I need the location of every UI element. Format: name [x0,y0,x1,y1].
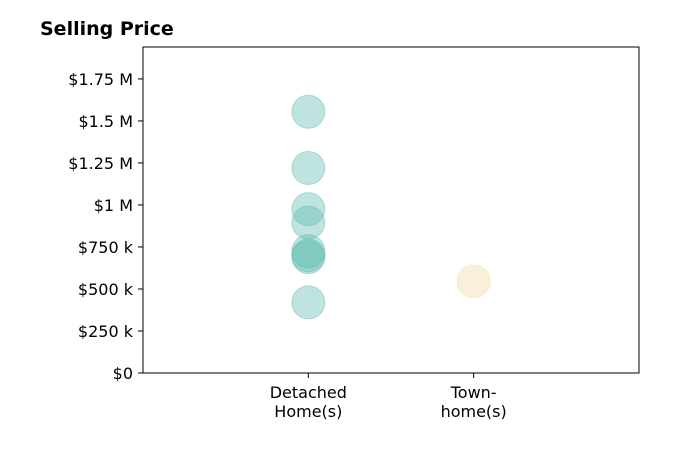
y-tick-label: $1.5 M [78,112,133,131]
data-point-0-3 [291,205,326,240]
data-point-1-0 [456,264,491,299]
y-tick-label: $250 k [78,322,134,341]
points-layer [291,94,491,320]
data-point-0-0 [291,94,326,129]
y-tick-label: $1.75 M [68,70,133,89]
data-point-0-2 [291,192,326,227]
x-tick-label: Town-home(s) [441,383,507,421]
plot-frame [142,46,640,374]
data-point-0-1 [291,150,326,185]
y-tick-label: $1.25 M [68,154,133,173]
y-tick-label: $0 [113,364,133,383]
chart-title: Selling Price [40,18,174,40]
data-point-0-5 [291,238,326,273]
data-point-0-7 [291,285,326,320]
x-tick-label: Detached Home(s) [270,383,347,421]
axes-layer: $0 $250 k $500 k $750 k $1 M $1.25 M $1.5 M $1.… [68,46,640,421]
y-tick-label: $750 k [78,238,134,257]
y-tick-label: $500 k [78,280,134,299]
y-tick-label: $1 M [94,196,133,215]
data-point-0-6 [291,240,326,275]
data-point-0-4 [291,234,326,269]
